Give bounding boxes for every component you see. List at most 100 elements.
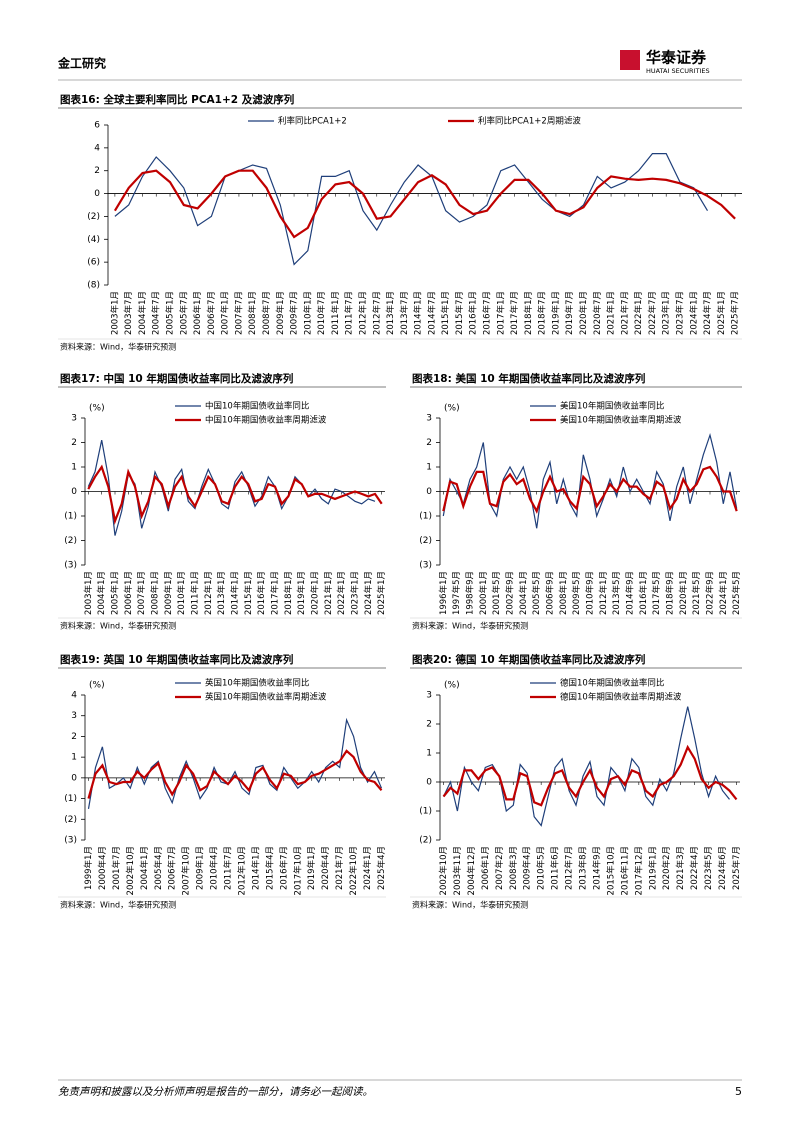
x-tick-label: 2023年1月 (661, 291, 672, 335)
series-line (87, 717, 383, 810)
source: 资料来源：Wind，华泰研究预测 (60, 900, 176, 910)
x-tick-label: 2016年11月 (619, 846, 630, 895)
disclaimer: 免责声明和披露以及分析师声明是报告的一部分，请务必一起阅读。 (58, 1086, 373, 1098)
x-tick-label: 2002年9月 (505, 571, 516, 615)
y-tick-label: (6) (87, 258, 100, 268)
x-tick-label: 2024年6月 (717, 846, 728, 890)
x-tick-label: 1999年1月 (83, 846, 94, 890)
x-tick-label: 2012年1月 (203, 571, 214, 615)
legend-label: 中国10年期国债收益率同比 (205, 401, 309, 412)
x-tick-label: 2012年7月 (371, 291, 382, 335)
x-tick-label: 2025年7月 (731, 846, 742, 890)
series-line (87, 464, 383, 525)
x-tick-label: 2003年1月 (83, 571, 94, 615)
x-tick-label: 2006年9月 (545, 571, 556, 615)
y-tick-label: 6 (94, 121, 100, 131)
chart-title: 图表19: 英国 10 年期国债收益率同比及滤波序列 (60, 653, 293, 666)
x-tick-label: 2009年5月 (571, 571, 582, 615)
x-tick-label: 2011年7月 (223, 846, 234, 890)
x-tick-label: 2004年1月 (139, 846, 150, 890)
y-tick-label: 3 (426, 414, 432, 424)
x-tick-label: 2021年7月 (334, 846, 345, 890)
chart-title: 图表16: 全球主要利率同比 PCA1+2 及滤波序列 (60, 93, 294, 106)
x-tick-label: 2012年7月 (564, 846, 575, 890)
source: 资料来源：Wind，华泰研究预测 (412, 621, 528, 631)
y-tick-label: 2 (94, 166, 100, 176)
legend-label: 美国10年期国债收益率周期滤波 (560, 415, 682, 426)
x-tick-label: 2023年7月 (674, 291, 685, 335)
x-tick-label: 2016年1月 (256, 571, 267, 615)
x-tick-label: 2006年7月 (167, 846, 178, 890)
x-tick-label: 1998年9月 (465, 571, 476, 615)
y-tick-label: 3 (71, 414, 77, 424)
x-tick-label: 2017年1月 (270, 571, 281, 615)
legend-label: 美国10年期国债收益率同比 (560, 401, 664, 412)
x-tick-label: 2012年1月 (598, 571, 609, 615)
x-tick-label: 2008年1月 (150, 571, 161, 615)
x-tick-label: 2024年1月 (363, 571, 374, 615)
x-tick-label: 2013年8月 (578, 846, 589, 890)
x-tick-label: 2003年7月 (123, 291, 134, 335)
y-tick-label: (1) (419, 512, 432, 522)
unit-label: (%) (444, 404, 460, 414)
x-tick-label: 2012年1月 (357, 291, 368, 335)
x-tick-label: 2022年4月 (689, 846, 700, 890)
x-tick-label: 2009年1月 (163, 571, 174, 615)
x-tick-label: 2007年2月 (494, 846, 505, 890)
x-tick-label: 2000年4月 (97, 846, 108, 890)
x-tick-label: 2016年1月 (638, 571, 649, 615)
legend-label: 德国10年期国债收益率周期滤波 (560, 692, 682, 703)
x-tick-label: 2008年1月 (558, 571, 569, 615)
x-tick-label: 1996年1月 (438, 571, 449, 615)
x-tick-label: 2019年1月 (550, 291, 561, 335)
x-tick-label: 2008年3月 (508, 846, 519, 890)
y-tick-label: 1 (426, 749, 432, 759)
x-tick-label: 2021年7月 (619, 291, 630, 335)
y-tick-label: (2) (419, 836, 432, 846)
x-tick-label: 2017年12月 (633, 846, 644, 895)
x-tick-label: 2017年1月 (495, 291, 506, 335)
x-tick-label: 2018年1月 (523, 291, 534, 335)
x-tick-label: 2022年10月 (348, 846, 359, 895)
x-tick-label: 2022年9月 (705, 571, 716, 615)
x-tick-label: 2007年10月 (181, 846, 192, 895)
x-tick-label: 2024年1月 (362, 846, 373, 890)
x-tick-label: 2025年7月 (730, 291, 741, 335)
y-tick-label: 2 (426, 720, 432, 730)
x-tick-label: 2005年1月 (110, 571, 121, 615)
y-tick-label: (3) (419, 561, 432, 571)
x-tick-label: 2023年1月 (350, 571, 361, 615)
logo-en: HUATAI SECURITIES (646, 67, 710, 75)
y-tick-label: 0 (71, 773, 77, 783)
x-tick-label: 2022年1月 (336, 571, 347, 615)
y-tick-label: 4 (71, 691, 77, 701)
x-tick-label: 2010年4月 (209, 846, 220, 890)
x-tick-label: 2011年7月 (344, 291, 355, 335)
x-tick-label: 2015年1月 (440, 291, 451, 335)
chart-title: 图表18: 美国 10 年期国债收益率同比及滤波序列 (412, 372, 645, 385)
x-tick-label: 2025年1月 (716, 291, 727, 335)
y-tick-label: 3 (71, 711, 77, 721)
x-tick-label: 2002年10月 (438, 846, 449, 895)
logo-cn: 华泰证券 (646, 49, 707, 67)
x-tick-label: 2021年3月 (675, 846, 686, 890)
page-number: 5 (735, 1085, 742, 1098)
y-tick-label: (1) (64, 794, 77, 804)
x-tick-label: 2020年1月 (678, 571, 689, 615)
x-tick-label: 2006年1月 (123, 571, 134, 615)
x-tick-label: 2013年5月 (611, 571, 622, 615)
x-tick-label: 2014年9月 (591, 846, 602, 890)
x-tick-label: 2014年1月 (230, 571, 241, 615)
legend-label: 英国10年期国债收益率周期滤波 (205, 692, 327, 703)
section-name: 金工研究 (57, 56, 106, 71)
y-tick-label: (2) (419, 536, 432, 546)
x-tick-label: 2022年1月 (633, 291, 644, 335)
x-tick-label: 2019年1月 (647, 846, 658, 890)
chart-title: 图表17: 中国 10 年期国债收益率同比及滤波序列 (60, 372, 293, 385)
x-tick-label: 2005年7月 (178, 291, 189, 335)
x-tick-label: 2003年11月 (452, 846, 463, 895)
x-tick-label: 2013年7月 (399, 291, 410, 335)
series-line (114, 153, 709, 266)
x-tick-label: 2013年1月 (216, 571, 227, 615)
x-tick-label: 2007年1月 (136, 571, 147, 615)
